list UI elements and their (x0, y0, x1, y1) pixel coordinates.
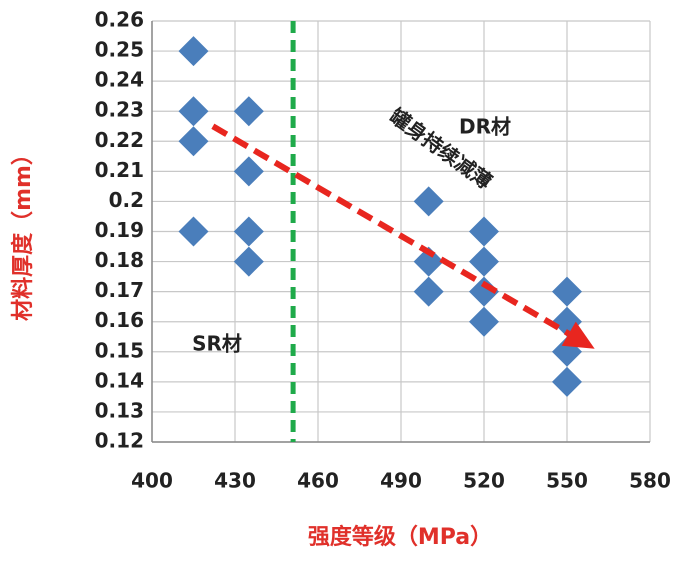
point (233, 96, 264, 127)
point (233, 156, 264, 187)
y-tick-label: 0.12 (95, 429, 144, 453)
y-tick-label: 0.19 (95, 218, 144, 242)
point (178, 96, 209, 127)
point (178, 36, 209, 67)
x-axis-title: 强度等级（MPa） (308, 524, 492, 550)
y-tick-label: 0.14 (95, 368, 144, 392)
point (413, 186, 444, 217)
point (413, 276, 444, 307)
y-tick-label: 0.24 (95, 68, 144, 92)
trend-arrow (211, 123, 571, 337)
point (469, 246, 499, 277)
y-tick-label: 0.13 (95, 398, 144, 422)
point (469, 306, 499, 337)
x-tick-label: 490 (380, 469, 422, 493)
y-tick-label: 0.26 (95, 8, 144, 32)
point (552, 276, 582, 307)
x-tick-label: 550 (546, 469, 588, 493)
point (233, 246, 264, 277)
y-tick-label: 0.21 (95, 158, 144, 182)
point (552, 366, 582, 397)
x-tick-label: 400 (131, 469, 173, 493)
annotation: DR材 (459, 115, 511, 139)
y-tick-label: 0.17 (95, 278, 144, 302)
y-tick-label: 0.23 (95, 98, 144, 122)
point (233, 216, 264, 247)
y-tick-label: 0.16 (95, 308, 144, 332)
x-tick-label: 520 (463, 469, 505, 493)
arrow-head (561, 321, 595, 349)
point (469, 216, 499, 247)
point (413, 246, 444, 277)
x-tick-label: 460 (297, 469, 339, 493)
y-axis-title: 材料厚度（mm） (10, 143, 36, 321)
y-tick-label: 0.22 (95, 128, 144, 152)
point (178, 126, 209, 157)
y-tick-label: 0.15 (95, 338, 144, 362)
point (469, 276, 499, 307)
y-tick-label: 0.18 (95, 248, 144, 272)
y-tick-label: 0.2 (109, 188, 144, 212)
y-tick-label: 0.25 (95, 38, 144, 62)
x-tick-label: 430 (214, 469, 256, 493)
x-tick-label: 580 (629, 469, 671, 493)
annotation: SR材 (192, 332, 242, 356)
point (178, 216, 209, 247)
